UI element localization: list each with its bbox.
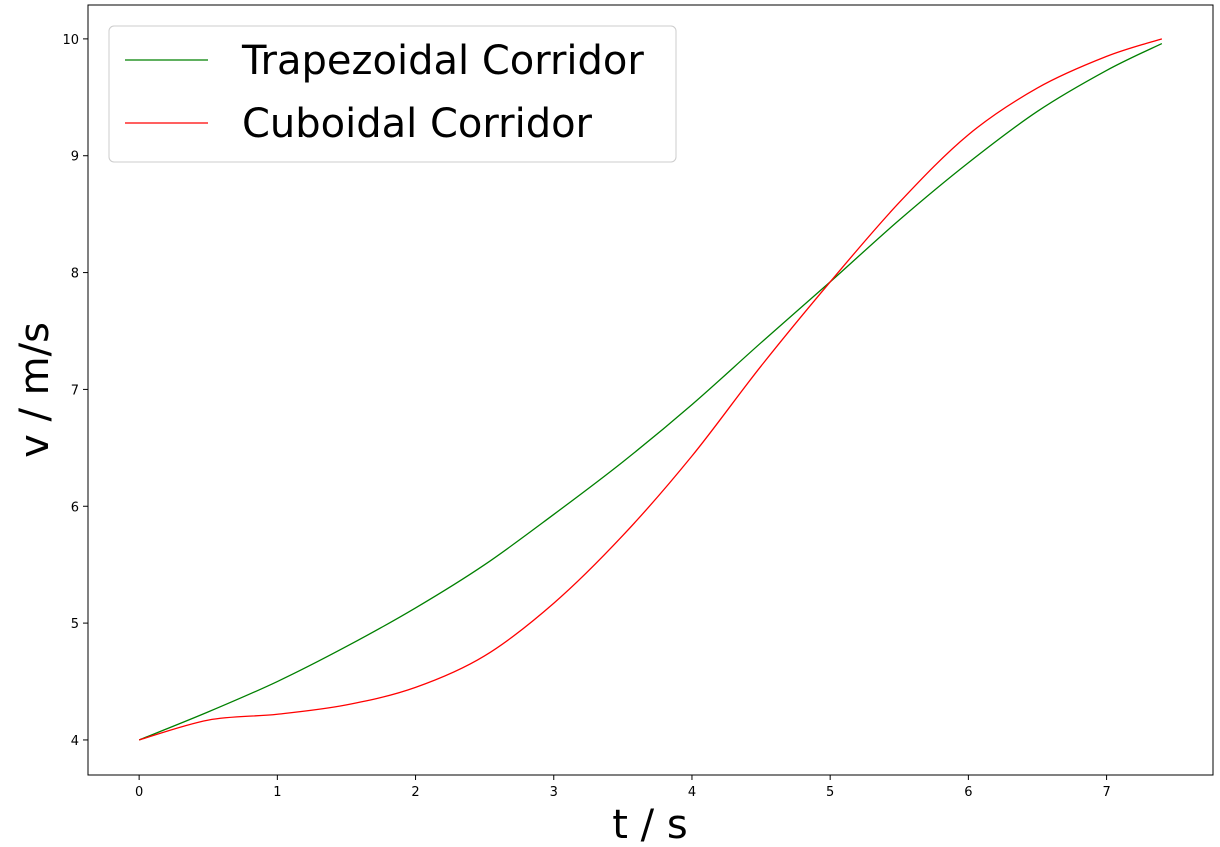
y-tick-label: 7 — [71, 383, 79, 398]
y-tick-label: 9 — [71, 150, 79, 165]
x-tick-label: 2 — [411, 785, 419, 800]
legend-label: Cuboidal Corridor — [242, 101, 593, 147]
x-tick-label: 6 — [964, 785, 972, 800]
series-line — [138, 38, 1163, 741]
x-tick-label: 7 — [1102, 785, 1110, 800]
plot-frame — [87, 4, 1214, 776]
y-tick-label: 6 — [71, 500, 79, 515]
x-tick-label: 0 — [135, 785, 143, 800]
x-tick-label: 5 — [826, 785, 834, 800]
y-tick-label: 10 — [62, 33, 79, 48]
y-tick-label: 4 — [71, 734, 79, 749]
x-tick-label: 3 — [550, 785, 558, 800]
legend-box — [108, 25, 677, 163]
y-tick-label: 8 — [71, 267, 79, 282]
x-tick-label: 1 — [273, 785, 281, 800]
series-line — [138, 42, 1163, 741]
x-tick-label: 4 — [688, 785, 696, 800]
y-axis-label: v / m/s — [12, 322, 58, 458]
legend-label: Trapezoidal Corridor — [241, 38, 644, 84]
y-tick-label: 5 — [71, 617, 79, 632]
x-axis-label: t / s — [612, 802, 687, 847]
